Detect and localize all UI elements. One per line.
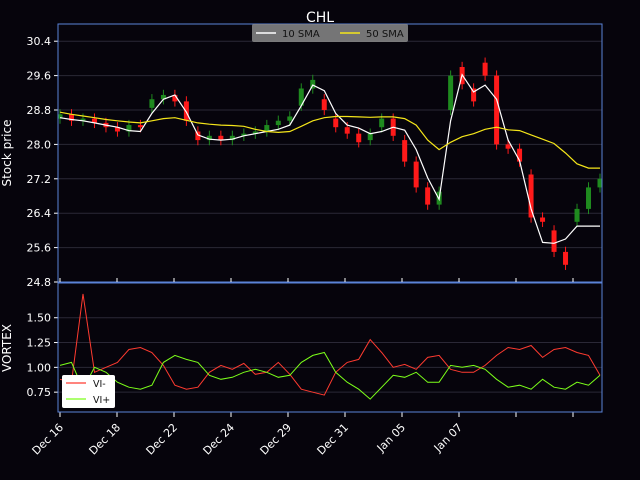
candle-body <box>540 217 546 222</box>
vi-minus-line <box>59 293 601 396</box>
price-tick-label: 29.6 <box>27 70 52 83</box>
vortex-gridlines <box>58 317 602 393</box>
price-sma-lines <box>59 73 600 244</box>
candle-body <box>505 144 511 149</box>
candle-body <box>183 101 189 121</box>
candle-body <box>586 187 592 209</box>
candle-body <box>91 118 97 123</box>
candle-body <box>448 75 454 110</box>
price-tick-label: 30.4 <box>27 35 52 48</box>
candle-body <box>379 118 385 128</box>
candle-body <box>275 120 281 126</box>
legend-label-50-sma: 50 SMA <box>366 29 404 40</box>
price-tick-label: 25.6 <box>27 242 52 255</box>
vortex-y-ticks: 1.50 1.25 1.00 0.75 <box>27 312 58 399</box>
legend-label-vi-minus: VI- <box>93 379 106 390</box>
candle-body <box>517 148 523 162</box>
candle-body <box>80 118 86 121</box>
vortex-panel-frame <box>57 282 603 413</box>
candle-body <box>149 99 155 108</box>
candle-body <box>471 88 477 102</box>
candle-body <box>551 230 557 252</box>
candle-body <box>413 161 419 188</box>
price-tick-label: 24.8 <box>27 276 52 289</box>
vortex-legend: VI- VI+ <box>62 375 115 408</box>
candle-body <box>494 75 500 145</box>
candle-body <box>229 135 235 141</box>
candle-body <box>574 208 580 222</box>
candle-body <box>333 118 339 128</box>
candle-body <box>252 131 258 134</box>
price-tick-label: 28.8 <box>27 104 52 117</box>
price-y-axis-label: Stock price <box>0 120 14 187</box>
candle-body <box>68 114 74 121</box>
vortex-lines <box>59 293 601 400</box>
sma-line-50 <box>59 111 600 169</box>
price-candles <box>57 57 603 270</box>
candle-body <box>425 187 431 205</box>
candle-body <box>160 94 166 100</box>
candle-body <box>367 133 373 141</box>
candle-body <box>356 133 362 143</box>
candle-body <box>402 140 408 162</box>
vortex-tick-label: 1.50 <box>27 312 52 325</box>
vortex-y-axis-label: VORTEX <box>0 324 14 372</box>
candle-body <box>287 116 293 121</box>
vortex-tick-label: 1.00 <box>27 361 52 374</box>
candle-body <box>137 125 143 128</box>
vi-plus-line <box>59 351 601 400</box>
price-tick-label: 26.4 <box>27 207 52 220</box>
candle-body <box>195 131 201 141</box>
candle-body <box>126 125 132 132</box>
legend-label-vi-plus: VI+ <box>93 395 110 406</box>
candle-body <box>528 174 534 218</box>
price-legend-box <box>252 24 408 42</box>
price-tick-label: 27.2 <box>27 173 52 186</box>
candle-body <box>114 127 120 132</box>
vortex-tick-label: 1.25 <box>27 337 52 350</box>
candle-body <box>310 79 316 89</box>
candle-body <box>172 94 178 102</box>
candle-body <box>206 135 212 141</box>
candle-body <box>482 62 488 76</box>
candle-body <box>264 125 270 132</box>
candle-body <box>321 99 327 110</box>
vortex-tick-label: 0.75 <box>27 386 52 399</box>
chart-title: CHL <box>306 10 334 26</box>
price-legend: 10 SMA 50 SMA <box>252 24 408 42</box>
candle-body <box>218 135 224 141</box>
price-tick-label: 28.0 <box>27 138 52 151</box>
candle-body <box>57 114 63 119</box>
legend-label-10-sma: 10 SMA <box>282 29 320 40</box>
candle-body <box>563 251 569 265</box>
price-y-ticks: 30.4 29.6 28.8 28.0 27.2 26.4 25.6 24.8 <box>27 35 58 289</box>
sma-line-10 <box>59 73 600 244</box>
candle-body <box>344 127 350 134</box>
candle-body <box>241 133 247 136</box>
price-panel: 30.4 29.6 28.8 28.0 27.2 26.4 25.6 24.8 Stock p… <box>0 23 603 289</box>
candle-body <box>597 178 603 188</box>
candle-body <box>298 88 304 106</box>
